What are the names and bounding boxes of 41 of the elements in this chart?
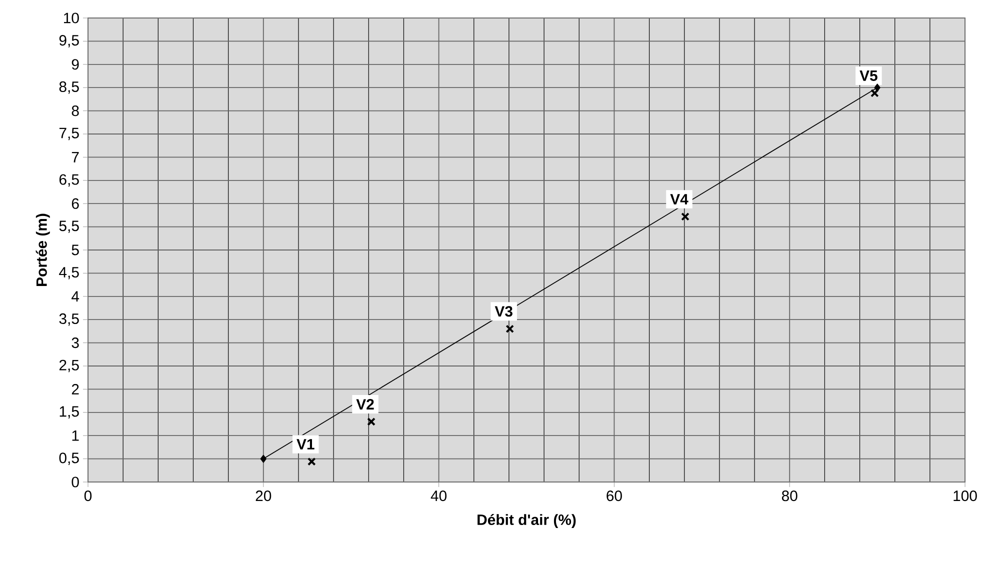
y-tick-label: 10 — [64, 12, 79, 24]
y-tick-label: 8 — [72, 106, 79, 116]
y-tick-label: 1 — [72, 430, 79, 441]
y-tick-label: 6,5 — [59, 174, 79, 187]
y-tick-label: 2 — [72, 384, 79, 394]
y-tick-label: 2,5 — [59, 360, 79, 372]
y-tick-label: 6 — [72, 198, 79, 209]
point — [870, 88, 879, 98]
point — [367, 418, 376, 426]
y-tick-label: 4,5 — [59, 267, 79, 280]
x-tick-label: 0 — [84, 490, 92, 502]
y-axis-title: Portée (m) — [36, 214, 50, 286]
y-tick-label: 0 — [72, 476, 79, 488]
annotation: V5 — [860, 70, 878, 81]
annotation: V4 — [670, 194, 688, 204]
point — [874, 84, 880, 92]
annotation: V3 — [494, 306, 512, 317]
y-tick-label: 1,5 — [60, 406, 79, 418]
y-tick-label: 9 — [72, 59, 79, 70]
annotation: V1 — [296, 439, 314, 450]
x-tick-label: 20 — [256, 490, 272, 502]
y-tick-label: 8,5 — [59, 81, 79, 94]
point — [506, 324, 514, 334]
x-axis-title: Débit d'air (%) — [478, 514, 576, 528]
y-tick-label: 7,5 — [59, 128, 79, 140]
y-tick-label: 5,5 — [59, 220, 79, 233]
y-tick-label: 5 — [72, 244, 79, 256]
y-tick-label: 4 — [72, 291, 80, 302]
y-tick-label: 3 — [72, 338, 79, 348]
x-tick-label: 100 — [954, 490, 977, 502]
annotation: V2 — [356, 399, 374, 410]
point — [307, 457, 316, 466]
point — [681, 212, 690, 221]
y-tick-label: 0,5 — [59, 452, 79, 465]
x-tick-label: 40 — [430, 490, 447, 502]
y-tick-label: 7 — [72, 152, 79, 162]
x-tick-label: 80 — [782, 490, 798, 502]
y-tick-label: 3,5 — [59, 313, 79, 326]
y-tick-label: 9,5 — [59, 35, 79, 48]
point — [260, 454, 266, 463]
x-tick-label: 60 — [606, 490, 622, 502]
